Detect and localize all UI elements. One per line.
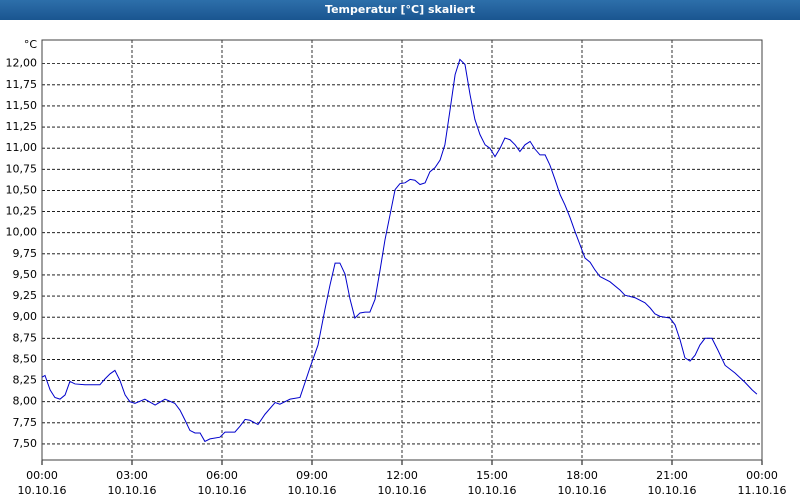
y-tick-label: 11,75	[6, 78, 38, 91]
x-tick-label: 10.10.16	[468, 484, 517, 497]
y-tick-label: 8,25	[13, 374, 38, 387]
x-tick-label: 09:00	[296, 469, 328, 482]
y-tick-label: 11,00	[6, 141, 38, 154]
x-tick-label: 06:00	[206, 469, 238, 482]
x-tick-label: 10.10.16	[558, 484, 607, 497]
x-tick-label: 10.10.16	[198, 484, 247, 497]
y-tick-label: 9,75	[13, 247, 38, 260]
data-line	[41, 58, 758, 443]
y-tick-label: 10,75	[6, 162, 38, 175]
x-tick-label: 03:00	[116, 469, 148, 482]
y-tick-label: 10,00	[6, 226, 38, 239]
y-tick-label: 11,25	[6, 120, 38, 133]
x-tick-label: 12:00	[386, 469, 418, 482]
x-tick-label: 10.10.16	[288, 484, 337, 497]
y-tick-label: 10,25	[6, 205, 38, 218]
y-tick-label: 7,75	[13, 416, 38, 429]
y-tick-label: 8,75	[13, 331, 38, 344]
y-tick-label: 9,25	[13, 289, 38, 302]
x-tick-label: 18:00	[566, 469, 598, 482]
y-tick-label: 10,50	[6, 183, 38, 196]
x-tick-label: 00:00	[26, 469, 58, 482]
y-tick-label: 8,00	[13, 395, 38, 408]
y-tick-label: 9,00	[13, 310, 38, 323]
y-tick-label: 12,00	[6, 57, 38, 70]
x-tick-label: 11.10.16	[738, 484, 787, 497]
x-tick-label: 10.10.16	[108, 484, 157, 497]
x-tick-label: 21:00	[656, 469, 688, 482]
x-tick-label: 15:00	[476, 469, 508, 482]
chart: °C 7,50 7,75 8,00 8,25 8,50 8,75 9,00 9,25 9,50 9…	[6, 38, 787, 497]
y-tick-label: 11,50	[6, 99, 38, 112]
y-tick-label: 7,50	[13, 437, 38, 450]
y-tick-label: 8,50	[13, 352, 38, 365]
y-tick-label: 9,50	[13, 268, 38, 281]
y-unit: °C	[24, 38, 38, 51]
x-tick-label: 00:00	[746, 469, 778, 482]
x-tick-label: 10.10.16	[18, 484, 67, 497]
x-tick-label: 10.10.16	[378, 484, 427, 497]
x-tick-label: 10.10.16	[648, 484, 697, 497]
chart-title: Temperatur [°C] skaliert	[0, 0, 800, 20]
plot-border	[41, 39, 763, 461]
